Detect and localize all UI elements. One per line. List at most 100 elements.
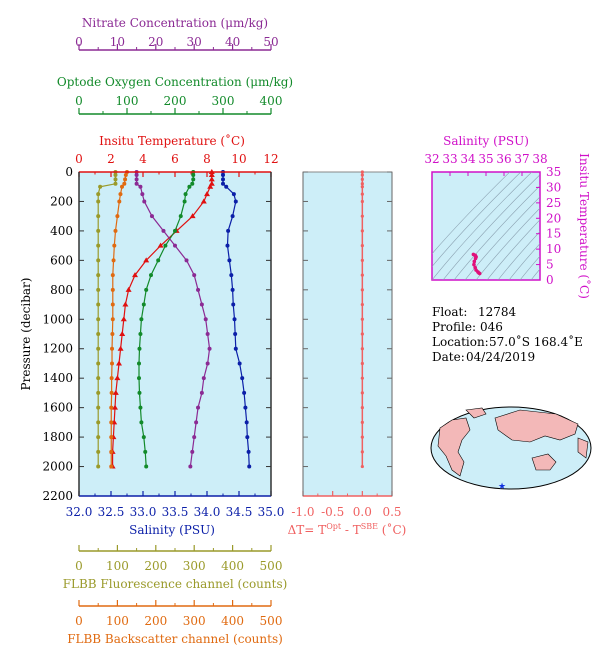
salinity-point (230, 287, 235, 292)
salinity-point (245, 435, 250, 440)
date-value: 04/24/2019 (466, 350, 535, 364)
nitrate-tick-label: 50 (263, 35, 278, 49)
density-contour (453, 185, 540, 280)
ts-salinity-tick-label: 34 (460, 152, 476, 166)
fluorescence-point (96, 228, 101, 233)
pressure-tick-label: 400 (50, 224, 73, 238)
oxygen-point (138, 332, 143, 336)
backscatter-point (110, 346, 115, 351)
delta-t-tick-label: 0.5 (382, 505, 401, 519)
nitrate-point (207, 346, 212, 351)
nitrate-point (190, 449, 195, 454)
delta-t-point (360, 229, 364, 233)
salinity-point (243, 405, 248, 410)
map-land-africa (577, 437, 589, 459)
temperature-tick-label: 2 (107, 152, 115, 166)
salinity-tick-label: 34.5 (226, 505, 253, 519)
fluorescence-point (96, 464, 101, 469)
salinity-point (237, 361, 242, 366)
backscatter-tick-label: 0 (75, 614, 83, 628)
fluorescence-point (96, 361, 101, 366)
ts-profile-point (477, 271, 482, 276)
temperature-point (132, 272, 138, 278)
fluorescence-axis-title: FLBB Fluorescence channel (counts) (63, 577, 288, 591)
pressure-tick-label: 1000 (42, 312, 73, 326)
salinity-point (229, 273, 234, 278)
float-label: Float: (432, 305, 467, 319)
density-contour (530, 268, 540, 280)
oxygen-tick-label: 100 (116, 94, 139, 108)
salinity-tick-label: 33.5 (162, 505, 189, 519)
salinity-point (221, 177, 225, 182)
float-info: Float: 12784 Profile: 046 Location: 57.0… (432, 305, 583, 364)
map-land-australia (531, 453, 557, 471)
ts-temperature-tick-label: 15 (546, 227, 561, 241)
fluorescence-point (96, 332, 101, 336)
pressure-tick-label: 1400 (42, 371, 73, 385)
fluorescence-point (96, 435, 101, 440)
temperature-point (200, 198, 207, 204)
backscatter-point (123, 177, 128, 182)
backscatter-point (115, 214, 120, 219)
temperature-point (125, 286, 132, 292)
fluorescence-tick-label: 0 (75, 559, 83, 573)
nitrate-point (192, 273, 197, 278)
profile-value: 046 (480, 320, 503, 334)
fluorescence-point (96, 302, 101, 307)
temperature-point (208, 171, 215, 177)
fluorescence-point (113, 172, 118, 177)
salinity-point (224, 184, 229, 189)
salinity-point (231, 192, 236, 197)
float-location-marker-icon: ★ (498, 482, 506, 492)
map-land-americas (437, 417, 471, 477)
delta-t-point (360, 258, 364, 262)
fluorescence-point (98, 184, 103, 189)
ts-profile-point (473, 256, 478, 261)
main-plot-area (79, 172, 271, 496)
oxygen-point (137, 376, 141, 381)
salinity-point (246, 449, 251, 454)
density-contour (508, 243, 540, 280)
ts-salinity-tick-label: 38 (532, 152, 547, 166)
fluorescence-point (96, 258, 101, 263)
temperature-point (143, 257, 150, 263)
fluorescence-point (96, 243, 101, 248)
ts-salinity-tick-label: 35 (478, 152, 493, 166)
pressure-tick-label: 1600 (42, 401, 73, 415)
ts-salinity-tick-label: 36 (496, 152, 511, 166)
density-contour (432, 172, 522, 268)
nitrate-point (142, 199, 147, 204)
delta-t-point (360, 302, 364, 307)
fluorescence-point (96, 199, 101, 204)
salinity-point (230, 214, 235, 219)
ts-temperature-tick-label: 25 (546, 196, 561, 210)
nitrate-tick-label: 20 (148, 35, 163, 49)
salinity-point (231, 302, 236, 307)
delta-t-ticks: -1.0 -0.5 0.0 0.5 (291, 171, 402, 519)
nitrate-point (188, 464, 193, 469)
temperature-point (117, 345, 124, 351)
backscatter-tick-label: 300 (183, 614, 206, 628)
nitrate-point (161, 228, 166, 233)
oxygen-tick-label: 200 (164, 94, 187, 108)
nitrate-point (134, 177, 139, 182)
backscatter-point (113, 228, 118, 233)
oxygen-point (191, 172, 196, 177)
ts-profile-point (472, 259, 477, 264)
oxygen-point (137, 346, 142, 351)
salinity-tick-label: 32.5 (98, 505, 125, 519)
pressure-axis-title: Pressure (decibar) (19, 278, 33, 391)
salinity-point (226, 228, 231, 233)
temperature-point (112, 404, 118, 410)
profile-label: Profile: (432, 320, 476, 334)
delta-t-point (360, 192, 364, 196)
temperature-point (122, 301, 129, 307)
backscatter-axis-title: FLBB Backscatter channel (counts) (67, 632, 283, 646)
salinity-tick-label: 32.0 (66, 505, 93, 519)
salinity-point (242, 390, 247, 395)
delta-t-point (360, 173, 364, 177)
density-contour (486, 219, 540, 280)
density-contour (432, 172, 533, 280)
main-plot-ticks: 0 2 4 6 8 10 12 32.0 32.5 33.0 33.5 34.0 34.5 35.0 0 20… (42, 152, 284, 519)
temperature-point (204, 191, 210, 197)
